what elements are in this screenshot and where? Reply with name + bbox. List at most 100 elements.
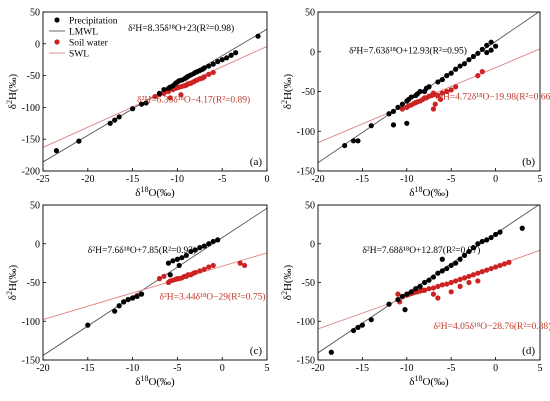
precipitation-point [350,327,357,334]
precipitation-point [439,268,445,274]
precipitation-point [206,241,212,247]
precipitation-point [417,283,423,289]
precipitation-point [457,256,463,262]
precipitation-point [201,65,207,71]
soil-water-point [206,71,212,77]
y-tick-label: -200 [22,167,40,178]
precipitation-point [255,33,261,39]
soil-water-point [435,295,441,301]
y-tick-label: -100 [297,317,315,328]
lmwl-equation: δ²H=7.6δ¹⁸O+7.85(R²=0.93) [88,245,196,256]
precipitation-point [359,322,365,328]
soil-water-point [201,266,207,272]
precipitation-point [421,279,428,286]
lmwl-equation: δ²H=8.35δ¹⁸O+23(R²=0.98) [128,23,234,34]
soil-water-point [421,287,428,293]
panel-label: (d) [522,345,535,357]
y-tick-label: 0 [35,39,40,50]
precipitation-point [417,88,423,95]
x-tick-label: 5 [538,174,543,185]
soil-water-point [435,92,441,99]
legend-soil-label: Soil water [69,39,109,49]
precipitation-point [156,90,163,97]
y-tick-label: -50 [27,278,40,289]
soil-water-point [206,264,212,270]
x-axis-label: δ18O(‰) [135,374,175,388]
precipitation-point [453,66,459,72]
precipitation-point [402,307,408,313]
y-axis-label: δ2H(‰) [280,264,294,300]
precipitation-point [475,241,481,247]
x-axis-label: δ18O(‰) [135,185,175,199]
precipitation-point [466,248,472,255]
soil-water-point [437,96,444,103]
x-tick-label: 5 [265,363,270,374]
precipitation-point [519,225,525,231]
x-tick-label: -5 [447,363,455,374]
precipitation-point [435,270,441,276]
soil-water-point [497,262,503,269]
plot-area [318,205,540,355]
soil-water-point [475,73,481,79]
x-tick-label: 0 [265,174,270,185]
precipitation-point [395,104,401,110]
x-tick-label: -10 [400,174,413,185]
precipitation-point [386,301,392,307]
precipitation-point [174,256,180,262]
precipitation-point [368,317,374,323]
precipitation-point [201,243,207,249]
x-tick-label: -20 [81,174,94,185]
precipitation-point [355,138,361,144]
x-tick-label: -25 [36,174,49,185]
precipitation-point [408,94,414,100]
precipitation-point [210,61,216,67]
lmwl-line [43,207,267,356]
precipitation-point [493,43,499,49]
soil-water-point [430,291,437,297]
soil-water-point [448,289,454,295]
plot-frame [42,11,268,172]
soil-water-point [395,291,401,297]
soil-water-point [210,262,216,269]
soil-water-point [192,269,198,276]
soil-water-point [506,259,512,265]
precipitation-point [138,291,145,297]
precipitation-point [165,260,172,266]
precipitation-point [228,52,234,58]
x-tick-label: -10 [171,174,184,185]
soil-water-point [488,265,494,272]
precipitation-point [215,237,221,243]
precipitation-point [328,349,334,355]
x-tick-label: -15 [126,174,139,185]
y-tick-label: 50 [30,201,40,212]
x-tick-label: -10 [400,363,413,374]
soil-water-point [444,88,450,95]
y-tick-label: -150 [297,167,315,178]
precipitation-point [342,142,348,149]
y-tick-label: 0 [310,47,315,58]
precipitation-point [192,247,198,253]
plot-area [43,28,267,163]
precipitation-point [188,248,194,255]
x-tick-label: -5 [447,174,455,185]
soil-water-point [466,279,472,286]
y-axis-label: δ2H(‰) [5,264,19,300]
panel-d: -20 -15 -10 -5 0 5-150-100-50050δ18O(‰)δ2H(‰)… [280,201,550,389]
precipitation-point [130,295,136,301]
soil-water-point [237,260,243,266]
panel-b: -20 -15 -10 -5 0 5-150-100-50050δ18O(‰)δ2H(‰)… [280,8,550,200]
precipitation-point [130,106,136,112]
soil-water-point [201,74,207,80]
y-tick-label: 50 [30,8,40,19]
legend-swl-label: SWL [69,50,89,60]
precipitation-point [461,252,468,258]
x-tick-label: -5 [218,174,226,185]
y-tick-label: -100 [297,127,315,138]
swl-equation: δ²H=4.05δ¹⁸O−28.76(R²=0.88) [433,321,550,332]
precipitation-point [355,324,361,331]
legend-precipitation-marker [54,17,60,23]
y-tick-label: -50 [302,278,315,289]
lmwl-equation: δ²H=7.68δ¹⁸O+12.87(R²=0.97) [362,245,480,256]
